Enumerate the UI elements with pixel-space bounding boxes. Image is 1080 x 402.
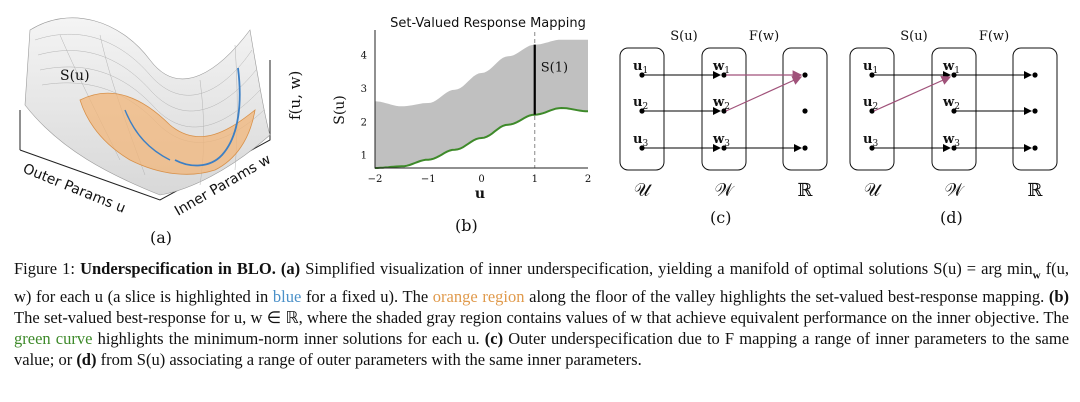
top-f-label: F(w) <box>979 29 1009 44</box>
slice-curve <box>174 67 241 167</box>
subfig-label-c: (c) <box>710 208 732 227</box>
green-highlight: green curve <box>14 329 93 349</box>
set-r-box <box>782 47 828 171</box>
blue-highlight: blue <box>272 287 302 307</box>
top-s-label: S(u) <box>900 29 927 44</box>
top-s-label: S(u) <box>670 29 697 44</box>
svg-text:w2: w2 <box>942 95 960 112</box>
svg-text:w3: w3 <box>712 132 730 149</box>
svg-text:w1: w1 <box>712 59 730 76</box>
set-valued-chart: Set-Valued Response Mapping S(u) u −2 −1 0… <box>332 16 591 202</box>
min-norm-curve <box>375 106 588 169</box>
x-tick-label: −2 <box>368 174 383 185</box>
chart-title: Set-Valued Response Mapping <box>390 16 586 31</box>
set-r-label: ℝ <box>798 180 814 201</box>
svg-text:w3: w3 <box>942 132 960 149</box>
figure-caption: Figure 1: Underspecification in BLO. (a)… <box>14 259 1070 370</box>
set-u-label: 𝒰 <box>634 180 653 201</box>
x-tick-label: 1 <box>532 174 538 185</box>
set-w-box <box>701 47 747 171</box>
svg-text:w2: w2 <box>712 95 730 112</box>
orange-highlight: orange region <box>432 287 525 307</box>
y-axis-label: S(u) <box>332 95 348 125</box>
fx-label: f(u, w) <box>286 71 304 120</box>
top-f-label: F(w) <box>749 29 779 44</box>
subfig-label-d: (d) <box>940 208 963 227</box>
set-r-label: ℝ <box>1028 180 1044 201</box>
y-tick-label: 2 <box>361 117 367 128</box>
subfig-label-b: (b) <box>455 216 478 235</box>
optimal-region <box>79 92 256 175</box>
panel-a: S(u) f(u, w) Outer Params u Inner Params… <box>0 0 310 250</box>
x-tick-label: 0 <box>478 174 484 185</box>
mapping-diagram-c: S(u) F(w) u1 u2 u3 w1 w2 w3 𝒰 𝒲 <box>619 29 828 201</box>
x-axis-label: u <box>475 186 485 202</box>
landscape-figure: S(u) f(u, w) Outer Params u Inner Params… <box>19 17 304 219</box>
solution-region <box>375 39 588 169</box>
set-w-label: 𝒲 <box>715 180 736 201</box>
panel-b: Set-Valued Response Mapping S(u) u −2 −1 0… <box>320 0 600 250</box>
surface-label: S(u) <box>60 68 90 84</box>
panel-c: S(u) F(w) u1 u2 u3 w1 w2 w3 𝒰 𝒲 <box>600 0 830 250</box>
axes <box>374 30 588 169</box>
svg-text:w1: w1 <box>942 59 960 76</box>
x-tick-label: −1 <box>421 174 436 185</box>
s1-label: S(1) <box>541 61 568 76</box>
set-u-box <box>619 47 665 171</box>
y-tick-label: 3 <box>361 84 367 95</box>
panel-d: S(u) F(w) u1 u2 u3 w1 w2 w3 𝒰 𝒲 ℝ ( <box>830 0 1070 250</box>
subfig-label-a: (a) <box>150 228 173 247</box>
x-tick-label: 2 <box>585 174 591 185</box>
y-tick-label: 4 <box>361 51 367 62</box>
set-u-label: 𝒰 <box>864 180 883 201</box>
mapping-diagram-d: S(u) F(w) u1 u2 u3 w1 w2 w3 𝒰 𝒲 ℝ <box>849 29 1058 201</box>
set-w-label: 𝒲 <box>945 180 966 201</box>
y-tick-label: 1 <box>361 151 367 162</box>
